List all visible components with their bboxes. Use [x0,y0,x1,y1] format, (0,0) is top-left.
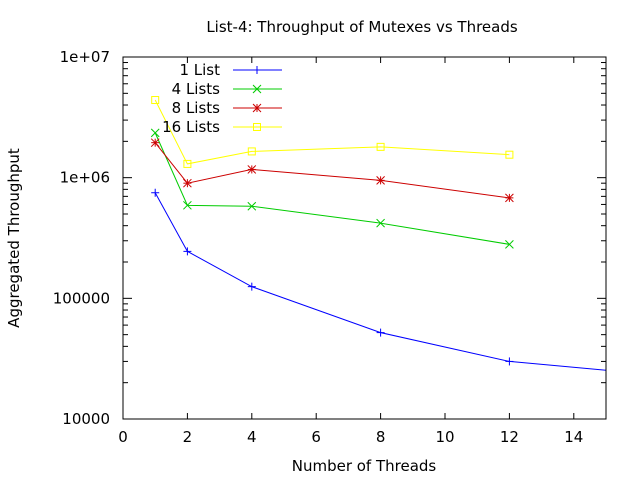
data-point [247,201,257,211]
data-point-stroke [151,96,160,105]
data-point [376,328,385,337]
chart-title: List-4: Throughput of Mutexes vs Threads [206,18,518,36]
series-3 [151,96,514,168]
data-point [505,150,514,159]
series-0 [151,188,606,371]
series-1 [150,128,514,249]
y-tick-label: 10000 [62,410,110,428]
x-tick-label: 0 [118,428,128,446]
data-point [247,165,257,174]
data-point-stroke [376,218,385,228]
data-point [247,147,256,156]
data-point [376,218,385,228]
data-point-stroke [150,128,160,138]
data-point [505,357,514,366]
legend-marker [252,103,262,113]
legend-marker [253,66,261,74]
data-point [376,176,385,185]
data-point [151,188,160,197]
data-point [505,240,514,249]
x-tick-label: 8 [376,428,386,446]
data-point [247,282,256,291]
data-point-stroke [247,201,257,211]
x-axis: 0 2 4 6 8 10 12 14 [118,57,583,446]
series-line [154,99,510,165]
data-point-stroke [183,200,192,210]
x-tick-label: 4 [247,428,257,446]
plot-frame [122,56,607,420]
data-point [183,247,192,256]
legend-label: 4 Lists [172,80,221,98]
x-tick-label: 10 [435,428,454,446]
legend-marker-stroke [252,84,262,94]
y-axis-label: Aggregated Throughput [5,148,23,328]
data-point-stroke [376,176,385,185]
plot-area [150,96,606,371]
data-point-stroke [505,240,514,249]
legend-label: 8 Lists [172,99,221,117]
legend-marker-stroke [252,103,262,113]
data-point-stroke [505,150,514,159]
legend-marker [253,123,261,131]
data-point-stroke [183,178,192,188]
data-point [183,159,192,168]
y-axis: 10000 100000 1e+06 1e+07 [53,48,606,428]
legend-marker-stroke [253,123,261,131]
data-point-stroke [505,193,514,203]
data-point-stroke [183,159,192,168]
data-point [183,200,192,210]
series-line [154,192,606,371]
series-2 [150,138,514,203]
y-tick-label: 100000 [53,289,110,307]
legend-label: 1 List [179,61,220,79]
series-line [154,142,510,199]
x-tick-label: 6 [311,428,321,446]
series-line [154,132,510,245]
x-tick-label: 14 [564,428,583,446]
data-point [376,142,385,151]
data-point [150,138,160,148]
data-point-stroke [376,142,385,151]
x-tick-label: 2 [183,428,193,446]
data-point-stroke [150,138,160,148]
data-point-stroke [247,165,257,174]
data-point [151,96,160,105]
x-tick-label: 12 [500,428,519,446]
y-tick-label: 1e+07 [60,48,110,66]
data-point [505,193,514,203]
data-point [183,178,192,188]
data-point [150,128,160,138]
legend-marker [252,84,262,94]
data-point-stroke [247,147,256,156]
y-tick-label: 1e+06 [60,169,110,187]
x-axis-label: Number of Threads [292,457,437,475]
legend-label: 16 Lists [162,118,220,136]
